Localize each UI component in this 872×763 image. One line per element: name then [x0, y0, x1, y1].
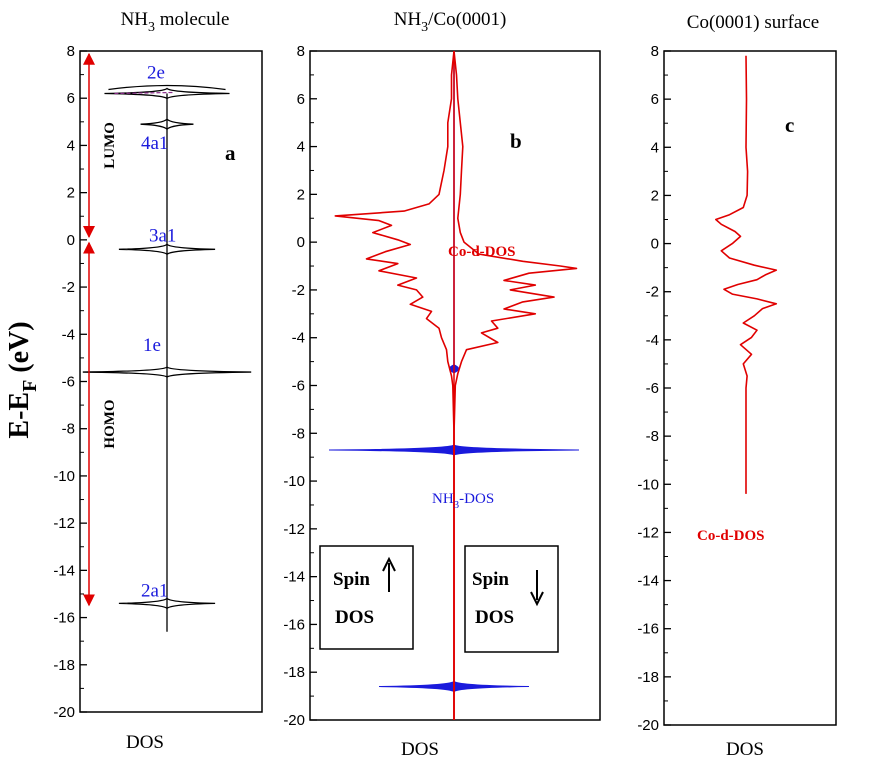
ytick-label: -18 — [53, 657, 75, 674]
co-d-dos-spin-down-line — [453, 50, 578, 720]
ytick-label: -16 — [283, 616, 305, 633]
ytick-label: 6 — [651, 91, 659, 108]
ytick-label: -2 — [292, 282, 305, 299]
co-d-dos-spin-up-line — [334, 50, 455, 720]
panel-a-label: a — [225, 141, 236, 165]
panel-a-dos-curve — [82, 84, 252, 632]
ytick-label: -8 — [646, 428, 659, 445]
panel-c-xlabel: DOS — [726, 739, 764, 760]
ytick-label: -12 — [53, 515, 75, 532]
co-d-dos-line — [715, 55, 778, 494]
spin-up-dos: DOS — [335, 607, 374, 628]
ytick-label: 8 — [297, 43, 305, 60]
orbital-peak-3a1 — [118, 243, 216, 256]
ytick-label: -10 — [283, 473, 305, 490]
orbital-peak-2e — [104, 87, 230, 100]
ytick-label: -6 — [646, 380, 659, 397]
ytick-label: -4 — [62, 326, 75, 343]
panel-a-title: NH3 molecule — [121, 9, 230, 35]
ytick-label: 2 — [67, 185, 75, 202]
ytick-label: -20 — [637, 717, 659, 734]
orbital-label-2e: 2e — [147, 62, 165, 83]
ytick-label: -12 — [283, 521, 305, 538]
spin-up-arrowhead — [382, 556, 396, 572]
panel-b: NH3/Co(0001) DOS b -20-18-16-14-12-10-8-… — [283, 9, 601, 760]
ytick-label: 8 — [651, 43, 659, 60]
ytick-label: -20 — [53, 704, 75, 721]
ytick-label: 2 — [297, 186, 305, 203]
ytick-label: -8 — [292, 425, 305, 442]
panel-a-xlabel: DOS — [126, 732, 164, 753]
orbital-label-1e: 1e — [143, 335, 161, 356]
ytick-label: 0 — [67, 232, 75, 249]
region-label-lumo: LUMO — [102, 122, 118, 169]
ytick-label: -12 — [637, 524, 659, 541]
ytick-label: -18 — [637, 669, 659, 686]
spin-down-box: Spin DOS — [464, 545, 559, 653]
ytick-label: -10 — [53, 468, 75, 485]
ytick-label: -14 — [637, 573, 659, 590]
panel-a-orbital-labels: 2e 4a1 3a1 1e 2a1 — [141, 62, 176, 601]
ytick-label: 4 — [67, 137, 75, 154]
ytick-label: -4 — [292, 330, 305, 347]
ytick-label: 6 — [67, 90, 75, 107]
ytick-label: -10 — [637, 476, 659, 493]
ytick-label: 0 — [651, 236, 659, 253]
ytick-label: 0 — [297, 234, 305, 251]
orbital-label-4a1: 4a1 — [141, 133, 168, 154]
spin-up-box: Spin DOS — [319, 545, 414, 650]
ytick-label: -14 — [283, 569, 305, 586]
ytick-label: -20 — [283, 712, 305, 729]
spin-down-dos: DOS — [475, 607, 514, 628]
ytick-label: -8 — [62, 421, 75, 438]
panel-b-co-d-dos — [334, 50, 578, 720]
ytick-label: -16 — [637, 621, 659, 638]
panel-c-label: c — [785, 113, 794, 137]
panel-a-regions: LUMO HOMO — [83, 52, 118, 607]
orbital-label-3a1: 3a1 — [149, 225, 176, 246]
panel-c-title: Co(0001) surface — [687, 12, 819, 33]
spin-down-arrowhead — [530, 591, 544, 607]
y-axis-label: E-EF (eV) — [4, 321, 41, 438]
ytick-label: 6 — [297, 91, 305, 108]
orbital-2e-dashed — [114, 91, 174, 95]
panel-c-frame — [663, 50, 837, 726]
panel-b-co-label: Co-d-DOS — [448, 244, 516, 260]
panel-a: NH3 molecule DOS a -20-18-16-14-12-10-8-… — [53, 9, 263, 753]
panel-b-nh3-label: NH3-DOS — [432, 491, 494, 511]
region-label-homo: HOMO — [102, 399, 118, 448]
ytick-label: -14 — [53, 562, 75, 579]
ytick-label: -6 — [292, 378, 305, 395]
ytick-label: -16 — [53, 610, 75, 627]
panel-b-title: NH3/Co(0001) — [394, 9, 507, 35]
ytick-label: -2 — [646, 284, 659, 301]
ytick-label: 2 — [651, 187, 659, 204]
ytick-label: -4 — [646, 332, 659, 349]
panel-c-co-d-dos — [715, 55, 778, 494]
ytick-label: -2 — [62, 279, 75, 296]
ytick-label: -6 — [62, 374, 75, 391]
orbital-peak-1e — [82, 366, 252, 378]
panel-c-co-label: Co-d-DOS — [697, 528, 765, 544]
ytick-label: -18 — [283, 664, 305, 681]
panel-b-label: b — [510, 129, 522, 153]
panel-b-xlabel: DOS — [401, 739, 439, 760]
spin-up-word: Spin — [333, 569, 370, 590]
ytick-label: 8 — [67, 43, 75, 60]
ytick-label: 4 — [651, 139, 659, 156]
orbital-peak-2e-upper — [108, 84, 226, 91]
spin-down-word: Spin — [472, 569, 509, 590]
ytick-label: 4 — [297, 139, 305, 156]
panel-c: Co(0001) surface DOS c -20-18-16-14-12-1… — [637, 12, 837, 760]
orbital-peak-4a1 — [140, 118, 194, 131]
orbital-peak-2a1 — [118, 597, 216, 610]
orbital-label-2a1: 2a1 — [141, 580, 168, 601]
